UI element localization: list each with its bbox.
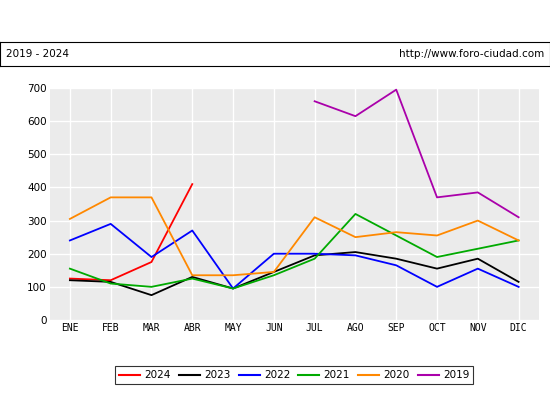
Text: Evolucion Nº Turistas Nacionales en el municipio de Lechón: Evolucion Nº Turistas Nacionales en el m… (77, 14, 473, 28)
Text: 2019 - 2024: 2019 - 2024 (6, 49, 69, 59)
Legend: 2024, 2023, 2022, 2021, 2020, 2019: 2024, 2023, 2022, 2021, 2020, 2019 (115, 366, 474, 384)
Text: http://www.foro-ciudad.com: http://www.foro-ciudad.com (399, 49, 544, 59)
